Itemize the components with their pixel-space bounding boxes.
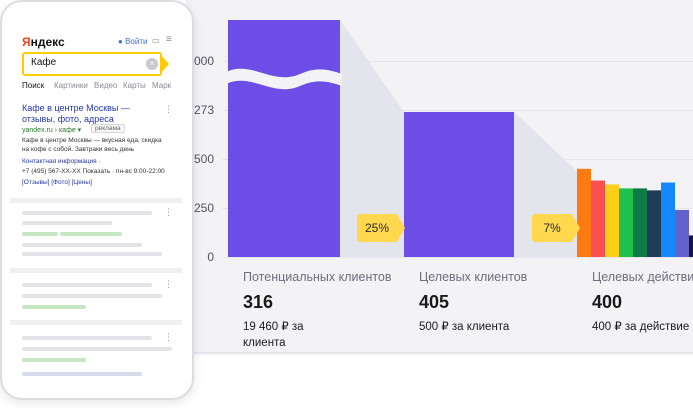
gridline [222,257,693,258]
placeholder-line [22,336,152,340]
placeholder-line [22,372,142,376]
placeholder-line [22,305,86,309]
gridline [222,110,693,111]
conversion-badge: 7% [532,214,580,242]
column-cost: 500 ₽ за клиента [419,321,510,333]
tab-market[interactable]: Марк [152,81,172,90]
logo-text: ндекс [30,35,65,49]
login-label: Войти [125,37,148,46]
column-label: Потенциальных клиентов [243,270,392,284]
placeholder-line [22,252,162,256]
action-bar [661,182,675,257]
placeholder-line [22,347,172,351]
placeholder-line [22,294,162,298]
quick-links[interactable]: [Отзывы] [Фото] [Цены] [22,179,92,186]
search-query: Кафе [31,57,57,68]
divider [10,268,182,273]
contact-info-link[interactable]: Контактная информация · [22,158,101,165]
conversion-badge: 25% [357,214,405,242]
placeholder-line [22,358,86,362]
action-bar [647,190,661,257]
logo-letter: Я [22,35,31,49]
placeholder-line [22,232,58,236]
menu-icon[interactable]: ≡ [166,34,172,45]
divider [10,198,182,203]
user-icon: ● [118,37,123,46]
y-tick-label: 0 [207,250,214,264]
result-title-link[interactable]: Кафе в центре Москвы — отзывы, фото, адр… [22,103,130,124]
action-bar [675,209,689,257]
clear-icon[interactable]: × [146,58,158,70]
column-cost: 400 ₽ за действие [592,321,690,333]
funnel-connector [340,20,404,257]
more-icon[interactable]: ⋮ [164,104,173,114]
search-input[interactable]: Кафе × [22,52,169,76]
y-tick-label: 250 [193,201,214,215]
tab-video[interactable]: Видео [94,81,118,90]
placeholder-line [22,211,152,215]
action-bar [619,188,633,257]
yandex-logo[interactable]: Яндекс [22,35,65,49]
action-bar [633,188,647,257]
result-snippet: Кафе в центре Москвы — вкусная еда, скид… [22,137,162,153]
action-bar [605,184,619,257]
column-value: 316 [243,292,274,312]
tab-maps[interactable]: Карты [123,81,146,90]
placeholder-line [22,221,112,225]
placeholder-line [22,283,152,287]
login-link[interactable]: ● Войти [118,37,147,46]
column-label: Целевых действий [592,270,693,284]
panel-shadow [186,352,693,356]
ad-badge: реклама [91,124,125,133]
bookmark-icon[interactable]: ▭ [152,36,160,45]
tab-images[interactable]: Картинки [54,81,88,90]
more-icon[interactable]: ⋮ [164,207,173,217]
axis-break-mark [226,68,342,90]
more-icon[interactable]: ⋮ [164,279,173,289]
divider [10,320,182,325]
column-value: 405 [419,292,450,312]
column-label: Целевых клиентов [419,270,528,284]
y-tick-label: 500 [193,152,214,166]
column-value: 400 [592,292,623,312]
gridline [222,61,693,62]
tab-search[interactable]: Поиск [22,81,45,90]
phone-mockup: Яндекс ● Войти ▭ ≡ Кафе × Поиск Картинки… [0,0,194,400]
column-cost: 19 460 ₽ за клиента [243,321,304,349]
bar-target-clients [404,112,514,257]
more-icon[interactable]: ⋮ [164,332,173,342]
bar-potential-clients [228,20,340,257]
placeholder-line [60,232,122,236]
result-url[interactable]: yandex.ru › кафе ▾ [22,127,82,134]
action-bar [689,235,693,257]
action-bar [577,168,591,257]
action-bars-group [577,168,693,257]
contact-phone: +7 (495) 567-ХХ-ХХ Показать · пн-вс 9:00… [22,168,165,175]
action-bar [591,180,605,257]
placeholder-line [22,243,142,247]
